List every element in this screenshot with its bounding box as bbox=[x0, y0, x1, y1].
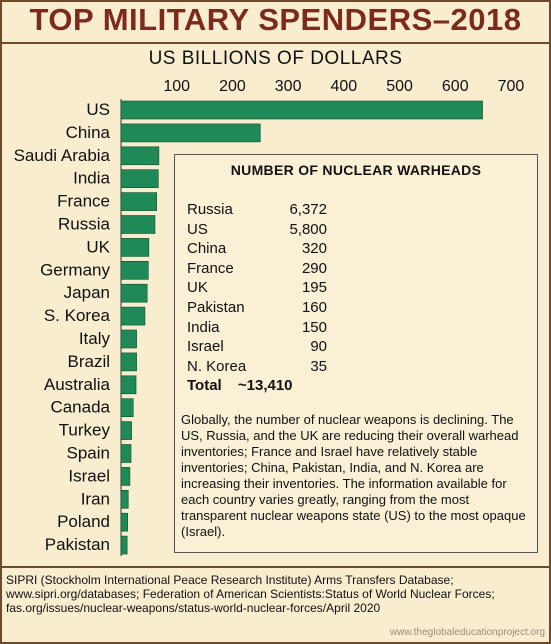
bar-chart: 100 200 300 400 500 600 700 US China Saudi Arabi… bbox=[14, 78, 524, 557]
x-tick-label: 600 bbox=[442, 78, 469, 95]
warheads-country: Pakistan bbox=[187, 299, 245, 316]
category-label-saudi-arabia: Saudi Arabia bbox=[14, 146, 111, 165]
bar-china bbox=[120, 123, 261, 143]
bar-s-korea bbox=[120, 306, 146, 326]
warheads-row-uk: UK 195 bbox=[187, 279, 327, 299]
category-label-canada: Canada bbox=[50, 398, 110, 417]
warheads-count: 195 bbox=[301, 279, 327, 297]
x-tick-label: 400 bbox=[330, 78, 357, 95]
bar-pakistan bbox=[120, 535, 128, 555]
bar-poland bbox=[120, 512, 128, 532]
bar-italy bbox=[120, 329, 137, 349]
bar-turkey bbox=[120, 421, 132, 440]
bar-france bbox=[120, 192, 157, 211]
warheads-country: US bbox=[187, 220, 208, 238]
x-tick-label: 500 bbox=[386, 78, 413, 95]
bar-india bbox=[120, 169, 159, 188]
warheads-row-russia: Russia 6,372 bbox=[187, 201, 327, 221]
warheads-count: 290 bbox=[301, 259, 327, 277]
bar-iran bbox=[120, 489, 129, 509]
warheads-count: 35 bbox=[310, 357, 327, 375]
warheads-total-label: Total bbox=[187, 377, 222, 394]
warheads-count: 6,372 bbox=[289, 201, 327, 218]
category-label-australia: Australia bbox=[44, 375, 111, 394]
category-label-china: China bbox=[66, 123, 111, 142]
bar-saudi-arabia bbox=[120, 146, 160, 166]
x-tick-label: 300 bbox=[275, 78, 302, 95]
credit-link[interactable]: www.theglobaleducationproject.org bbox=[389, 627, 545, 638]
warheads-row-pakistan: Pakistan 160 bbox=[187, 299, 327, 319]
x-axis-ticks: 100 200 300 400 500 600 700 bbox=[163, 78, 524, 95]
category-label-us: US bbox=[86, 100, 110, 119]
bar-russia bbox=[120, 215, 156, 234]
category-label-france: France bbox=[57, 192, 110, 211]
x-tick-label: 700 bbox=[498, 78, 525, 95]
warheads-row-n-korea: N. Korea 35 bbox=[187, 358, 327, 378]
category-label-israel: Israel bbox=[68, 466, 110, 485]
x-tick-label: 100 bbox=[163, 78, 190, 95]
bar-canada bbox=[120, 398, 134, 418]
warheads-country: Israel bbox=[187, 338, 224, 356]
warheads-country: Russia bbox=[187, 201, 233, 218]
bar-germany bbox=[120, 260, 149, 280]
bar-us bbox=[120, 100, 483, 120]
warheads-count: 160 bbox=[301, 299, 327, 316]
bar-brazil bbox=[120, 352, 137, 372]
warheads-title: NUMBER OF NUCLEAR WARHEADS bbox=[230, 162, 482, 178]
warheads-country: N. Korea bbox=[187, 357, 247, 375]
bar-israel bbox=[120, 467, 131, 486]
warheads-count: 90 bbox=[310, 338, 327, 356]
category-label-poland: Poland bbox=[57, 512, 110, 531]
category-label-germany: Germany bbox=[40, 260, 110, 279]
warheads-row-france: France 290 bbox=[187, 260, 327, 280]
warheads-country: China bbox=[187, 240, 227, 258]
category-label-iran: Iran bbox=[81, 489, 110, 508]
x-tick-label: 200 bbox=[219, 78, 246, 95]
x-axis-label: US BILLIONS OF DOLLARS bbox=[148, 48, 403, 69]
category-label-brazil: Brazil bbox=[67, 352, 110, 371]
category-label-italy: Italy bbox=[79, 329, 111, 348]
nuclear-warheads-panel: NUMBER OF NUCLEAR WARHEADS Russia 6,372 US… bbox=[174, 154, 538, 553]
warheads-row-india: India 150 bbox=[187, 319, 327, 339]
source-divider bbox=[2, 566, 549, 568]
bar-australia bbox=[120, 375, 137, 395]
warheads-count: 320 bbox=[301, 240, 327, 258]
page-title: TOP MILITARY SPENDERS–2018 bbox=[29, 2, 522, 37]
warheads-row-us: US 5,800 bbox=[187, 221, 327, 241]
category-label-russia: Russia bbox=[58, 215, 111, 234]
warheads-total-value: ~13,410 bbox=[237, 377, 293, 394]
warheads-total: Total ~13,410 bbox=[187, 377, 293, 394]
warheads-description: Globally, the number of nuclear weapons … bbox=[181, 412, 526, 539]
warheads-country: UK bbox=[187, 279, 208, 297]
warheads-count: 5,800 bbox=[289, 220, 327, 238]
category-label-s-korea: S. Korea bbox=[44, 306, 111, 325]
title-divider bbox=[2, 42, 549, 44]
warheads-count: 150 bbox=[301, 318, 327, 336]
warheads-country: India bbox=[187, 318, 220, 336]
category-label-uk: UK bbox=[86, 237, 110, 256]
category-label-pakistan: Pakistan bbox=[45, 535, 110, 554]
category-label-spain: Spain bbox=[67, 444, 110, 463]
bars bbox=[120, 100, 483, 555]
category-label-turkey: Turkey bbox=[59, 421, 111, 440]
source-citation: SIPRI (Stockholm International Peace Res… bbox=[6, 573, 495, 615]
bar-spain bbox=[120, 444, 132, 463]
bar-japan bbox=[120, 283, 148, 303]
warheads-country: France bbox=[187, 259, 234, 277]
category-labels: US China Saudi Arabia India France Russia UK Ge… bbox=[14, 100, 111, 554]
category-label-india: India bbox=[73, 169, 110, 188]
warheads-row-china: China 320 bbox=[187, 240, 327, 260]
bar-uk bbox=[120, 238, 150, 257]
category-label-japan: Japan bbox=[64, 283, 110, 302]
warheads-row-israel: Israel 90 bbox=[187, 338, 327, 358]
